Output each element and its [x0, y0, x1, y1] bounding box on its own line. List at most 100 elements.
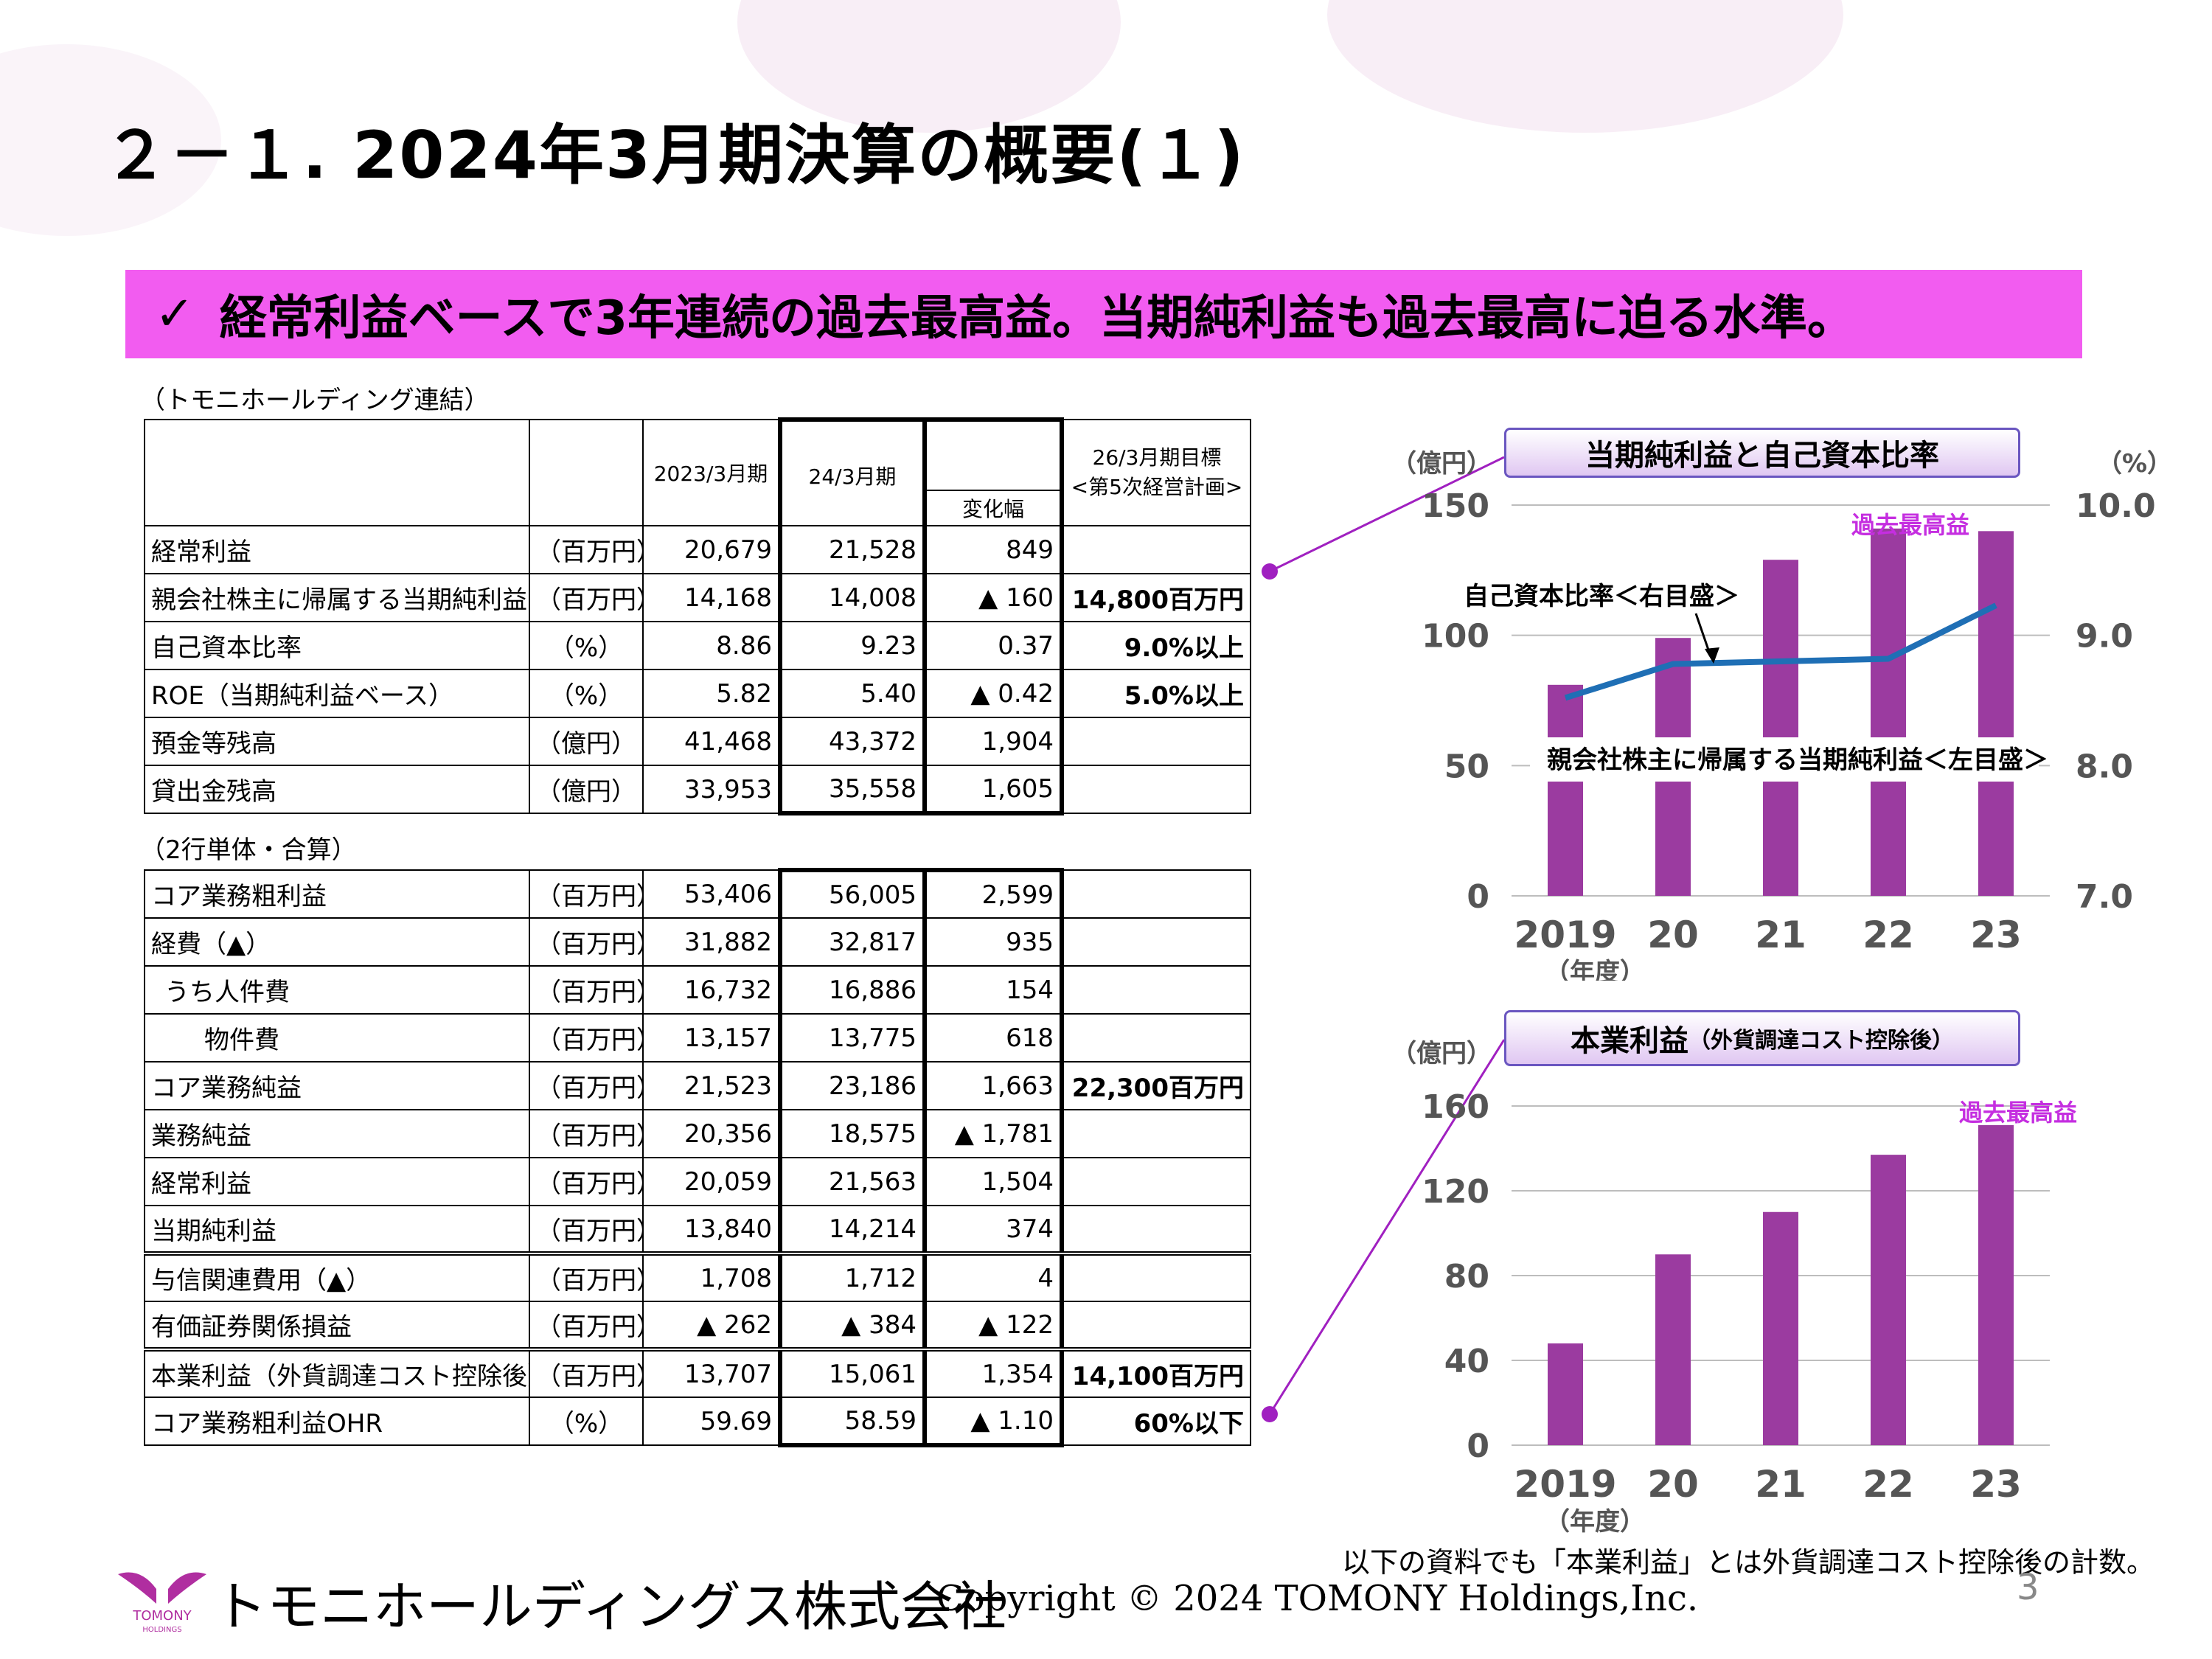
y2-tick-label: 7.0 — [2076, 878, 2133, 916]
connector-line-bottom — [1268, 1039, 1506, 1415]
table-row: ROE（当期純利益ベース） （%） 5.82 5.40 ▲ 0.42 5.0%以上 — [144, 669, 1251, 718]
standalone-table: コア業務粗利益（百万円）53,40656,0052,599経費（▲）（百万円）3… — [144, 868, 1251, 1447]
y2-tick-label: 8.0 — [2076, 748, 2133, 785]
annotation-label: 過去最高益 — [1959, 1099, 2077, 1127]
standalone-label: （2行単体・合算） — [140, 835, 357, 865]
row-change-value: 935 — [924, 917, 1064, 967]
row-prev-value: 20,356 — [642, 1109, 781, 1158]
header-change-top — [924, 417, 1064, 490]
y-tick-label: 0 — [1467, 1427, 1489, 1465]
row-target — [1061, 717, 1251, 766]
x-tick-label: 22 — [1863, 1463, 1914, 1506]
y2-tick-label: 9.0 — [2076, 618, 2133, 655]
row-change-value: ▲ 0.42 — [924, 669, 1064, 718]
bar — [1548, 684, 1583, 896]
row-change-value: 1,904 — [924, 717, 1064, 766]
x-tick-label: 2019 — [1514, 1463, 1616, 1506]
row-prev-value: 33,953 — [642, 765, 781, 814]
row-change-value: 1,354 — [924, 1349, 1064, 1398]
row-curr-value: 35,558 — [778, 765, 927, 815]
row-name: 預金等残高 — [144, 717, 530, 766]
row-unit: （百万円） — [529, 1253, 644, 1302]
x-tick-label: 23 — [1970, 1463, 2022, 1506]
core-business-profit-chart: 0 40 80 120 160 （億円） 2019 20 21 22 23 （年度） 過去最高益 — [1391, 1039, 2077, 1537]
row-change-value: 0.37 — [924, 621, 1064, 670]
row-name: 有価証券関係損益 — [144, 1301, 530, 1352]
header-blank — [144, 419, 530, 526]
row-prev-value: 20,679 — [642, 525, 781, 574]
row-prev-value: 21,523 — [642, 1061, 781, 1110]
row-unit: （百万円） — [529, 917, 644, 967]
y-tick-label: 40 — [1444, 1343, 1489, 1380]
row-change-value: 849 — [924, 525, 1064, 574]
page-number: 3 — [2017, 1567, 2039, 1608]
row-unit: （百万円） — [529, 1157, 644, 1206]
row-prev-value: 59.69 — [642, 1397, 781, 1446]
y-tick-label: 0 — [1467, 878, 1489, 916]
row-unit: （百万円） — [529, 1061, 644, 1110]
logo-text: TOMONY — [132, 1608, 192, 1624]
bar — [1978, 531, 2014, 896]
row-curr-value: 21,528 — [778, 525, 927, 574]
row-target: 14,800百万円 — [1061, 573, 1251, 622]
bar-series-label-bg — [1530, 737, 2039, 782]
row-prev-value: 53,406 — [642, 869, 781, 919]
company-name: トモニホールディングス株式会社 — [214, 1576, 1006, 1638]
row-unit: （百万円） — [529, 573, 644, 622]
header-curr-bottom — [778, 490, 927, 526]
row-target — [1061, 1301, 1251, 1352]
connector-line-top — [1269, 456, 1505, 573]
row-change-value: 2,599 — [924, 868, 1064, 919]
row-curr-value: 16,886 — [778, 965, 927, 1015]
bar — [1871, 1155, 1906, 1445]
equity-ratio-line — [1564, 602, 1997, 701]
row-change-value: ▲ 1,781 — [924, 1109, 1064, 1158]
x-tick-label: 20 — [1647, 1463, 1699, 1506]
row-unit: （億円） — [529, 717, 644, 766]
row-name: うち人件費 — [144, 965, 530, 1015]
row-change-value: ▲ 122 — [924, 1301, 1064, 1352]
y-tick-label: 50 — [1444, 748, 1489, 785]
x-tick-label: 21 — [1755, 914, 1806, 956]
header-blank — [529, 419, 644, 526]
row-change-value: 154 — [924, 965, 1064, 1015]
row-unit: （%） — [529, 621, 644, 670]
row-target — [1061, 1157, 1251, 1206]
row-name: 与信関連費用（▲） — [144, 1253, 530, 1302]
row-unit: （百万円） — [529, 1301, 644, 1352]
header-target: 26/3月期目標 <第5次経営計画> — [1061, 419, 1251, 526]
header-target-line1: 26/3月期目標 — [1092, 445, 1222, 470]
header-curr: 24/3月期 — [778, 417, 927, 490]
row-prev-value: 31,882 — [642, 917, 781, 967]
row-change-value: 374 — [924, 1205, 1064, 1256]
line-series-label: 自己資本比率＜右目盛＞ — [1464, 582, 1739, 611]
row-prev-value: 5.82 — [642, 669, 781, 718]
consolidated-table: 2023/3月期 24/3月期 26/3月期目標 <第5次経営計画> 変化幅 経… — [144, 417, 1251, 815]
row-change-value: ▲ 160 — [924, 573, 1064, 622]
row-target — [1061, 1205, 1251, 1256]
x-axis-label: （年度） — [1545, 958, 1645, 981]
company-logo: TOMONY HOLDINGS — [118, 1572, 206, 1633]
row-target — [1061, 765, 1251, 814]
row-unit: （百万円） — [529, 1349, 644, 1398]
row-target: 5.0%以上 — [1061, 669, 1251, 718]
bar — [1871, 528, 1906, 896]
bar — [1548, 1343, 1583, 1445]
row-curr-value: 21,563 — [778, 1157, 927, 1206]
table-row: 自己資本比率 （%） 8.86 9.23 0.37 9.0%以上 — [144, 621, 1251, 670]
footnote: 以下の資料でも「本業利益」とは外貨調達コスト控除後の計数。 — [1342, 1546, 2155, 1579]
row-curr-value: 14,008 — [778, 573, 927, 622]
header-prev: 2023/3月期 — [642, 419, 781, 526]
chart2-title-main: 本業利益 — [1571, 1024, 1688, 1058]
row-change-value: ▲ 1.10 — [924, 1397, 1064, 1447]
copyright: Copyright © 2024 TOMONY Holdings,Inc. — [936, 1578, 1699, 1619]
row-curr-value: 18,575 — [778, 1109, 927, 1158]
row-prev-value: 20,059 — [642, 1157, 781, 1206]
headline-banner: ✓ 経常利益ベースで3年連続の過去最高益。当期純利益も過去最高に迫る水準。 — [125, 270, 2082, 358]
